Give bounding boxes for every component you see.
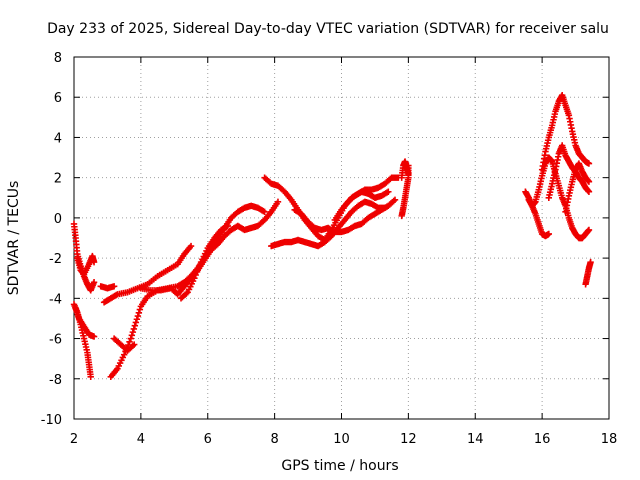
data-point: [130, 341, 138, 348]
data-point: [131, 322, 139, 329]
data-point: [135, 309, 143, 317]
series-track-h: [110, 335, 138, 354]
x-tick-label: 18: [601, 432, 618, 447]
data-point: [130, 325, 138, 333]
data-points: [70, 92, 594, 380]
series-track-s: [538, 92, 593, 173]
y-tick-label: -8: [49, 373, 62, 388]
data-point: [87, 373, 94, 380]
data-point: [195, 265, 202, 272]
series-track-l: [268, 198, 389, 250]
x-tick-label: 4: [137, 432, 145, 447]
data-point: [405, 170, 412, 177]
y-axis-label: SDTVAR / TECUs: [6, 181, 22, 296]
data-point: [274, 198, 282, 205]
grid-lines: [74, 57, 609, 419]
data-point: [128, 332, 136, 339]
data-point: [193, 268, 201, 275]
series-track-e: [97, 283, 118, 292]
data-point: [134, 312, 142, 320]
data-point: [261, 208, 268, 216]
y-tick-label: -2: [49, 252, 62, 267]
series-track-m: [291, 196, 399, 236]
axis-ticks: 2 4 6 8 10 12 14 16 18 -10 -8 -6 -4 -2 0 2 4 6 8: [41, 51, 618, 447]
data-point: [545, 230, 553, 238]
data-point: [127, 335, 135, 342]
series-track-r: [525, 154, 593, 242]
x-tick-label: 8: [270, 432, 278, 447]
data-point: [132, 319, 140, 326]
data-point: [129, 328, 137, 336]
data-point: [126, 338, 133, 345]
x-tick-label: 6: [204, 432, 212, 447]
data-point: [385, 188, 392, 195]
data-point: [196, 262, 203, 269]
x-tick-label: 12: [400, 432, 417, 447]
series-track-c: [74, 252, 98, 278]
series-track-j: [177, 222, 232, 302]
y-tick-label: 0: [54, 212, 62, 227]
x-tick-label: 14: [467, 432, 484, 447]
series-track-g: [100, 242, 195, 306]
y-tick-label: 2: [54, 172, 62, 187]
data-point: [90, 258, 98, 266]
y-tick-label: -4: [49, 292, 62, 307]
series-track-d: [72, 305, 98, 340]
data-point: [90, 333, 98, 340]
data-point: [110, 283, 118, 290]
series-track-p: [398, 158, 412, 181]
data-point: [90, 279, 98, 286]
series-track-u: [562, 160, 593, 216]
y-tick-label: -6: [49, 333, 62, 348]
data-point: [136, 306, 144, 313]
data-point: [585, 226, 593, 234]
data-point: [133, 316, 141, 323]
chart-title: Day 233 of 2025, Sidereal Day-to-day VTE…: [47, 21, 609, 37]
data-point: [391, 196, 399, 203]
data-point: [120, 351, 128, 358]
y-tick-label: 8: [54, 51, 62, 66]
x-tick-label: 10: [333, 432, 350, 447]
y-tick-label: -10: [41, 413, 62, 428]
data-point: [191, 275, 198, 282]
data-point: [587, 258, 594, 266]
y-tick-label: 4: [54, 131, 62, 146]
series-track-n: [331, 188, 392, 224]
y-tick-label: 6: [54, 91, 62, 106]
series-track-v: [582, 258, 594, 288]
x-tick-label: 16: [534, 432, 551, 447]
x-tick-label: 2: [70, 432, 78, 447]
series-track-q: [522, 188, 553, 240]
data-point: [187, 242, 195, 250]
data-point: [585, 160, 593, 167]
data-point: [224, 222, 232, 230]
data-point: [585, 178, 593, 185]
data-point: [192, 271, 199, 279]
data-point: [585, 188, 593, 195]
x-axis-label: GPS time / hours: [281, 458, 398, 474]
